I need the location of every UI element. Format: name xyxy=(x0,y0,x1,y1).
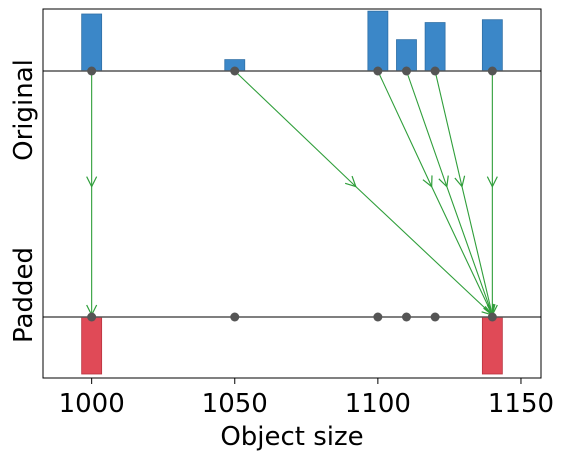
baselines-layer xyxy=(43,70,541,318)
original-bar xyxy=(81,13,103,72)
original-point xyxy=(487,66,497,76)
arrows-layer xyxy=(92,70,493,315)
original-point xyxy=(373,66,383,76)
original-point xyxy=(87,66,97,76)
padded-bar xyxy=(81,316,103,375)
row-label-padded: Padded xyxy=(9,247,39,343)
bars-layer xyxy=(81,10,503,375)
x-tick-label: 1100 xyxy=(345,389,411,419)
original-point xyxy=(401,66,411,76)
original-point xyxy=(430,66,440,76)
mapping-arrow-second-half xyxy=(461,186,492,315)
padded-point xyxy=(230,312,240,322)
padded-point xyxy=(373,312,383,322)
original-bar xyxy=(424,22,446,72)
x-tick-label: 1000 xyxy=(59,389,125,419)
x-tick-label: 1050 xyxy=(202,389,268,419)
mapping-arrow-first-half xyxy=(377,70,432,187)
original-bar xyxy=(367,10,389,72)
points-layer xyxy=(87,66,497,322)
x-ticks-layer: 1000 1050 1100 1150 xyxy=(59,378,554,419)
mapping-arrow-second-half xyxy=(446,186,493,315)
mapping-arrow-second-half xyxy=(355,186,493,315)
mapping-arrow-first-half xyxy=(234,70,356,187)
x-tick-label: 1150 xyxy=(488,389,554,419)
padded-point xyxy=(87,312,97,322)
original-point xyxy=(230,66,240,76)
mapping-arrow-first-half xyxy=(405,70,446,187)
mapping-arrow-first-half xyxy=(434,70,462,187)
original-bar xyxy=(481,19,503,72)
plot-frame xyxy=(42,8,542,379)
padded-point xyxy=(487,312,497,322)
padded-point xyxy=(430,312,440,322)
original-bar xyxy=(396,39,417,72)
mapping-arrow-second-half xyxy=(431,186,493,315)
x-axis-label: Object size xyxy=(220,422,363,452)
padded-bar xyxy=(481,316,503,375)
row-label-original: Original xyxy=(9,59,39,161)
padded-point xyxy=(401,312,411,322)
